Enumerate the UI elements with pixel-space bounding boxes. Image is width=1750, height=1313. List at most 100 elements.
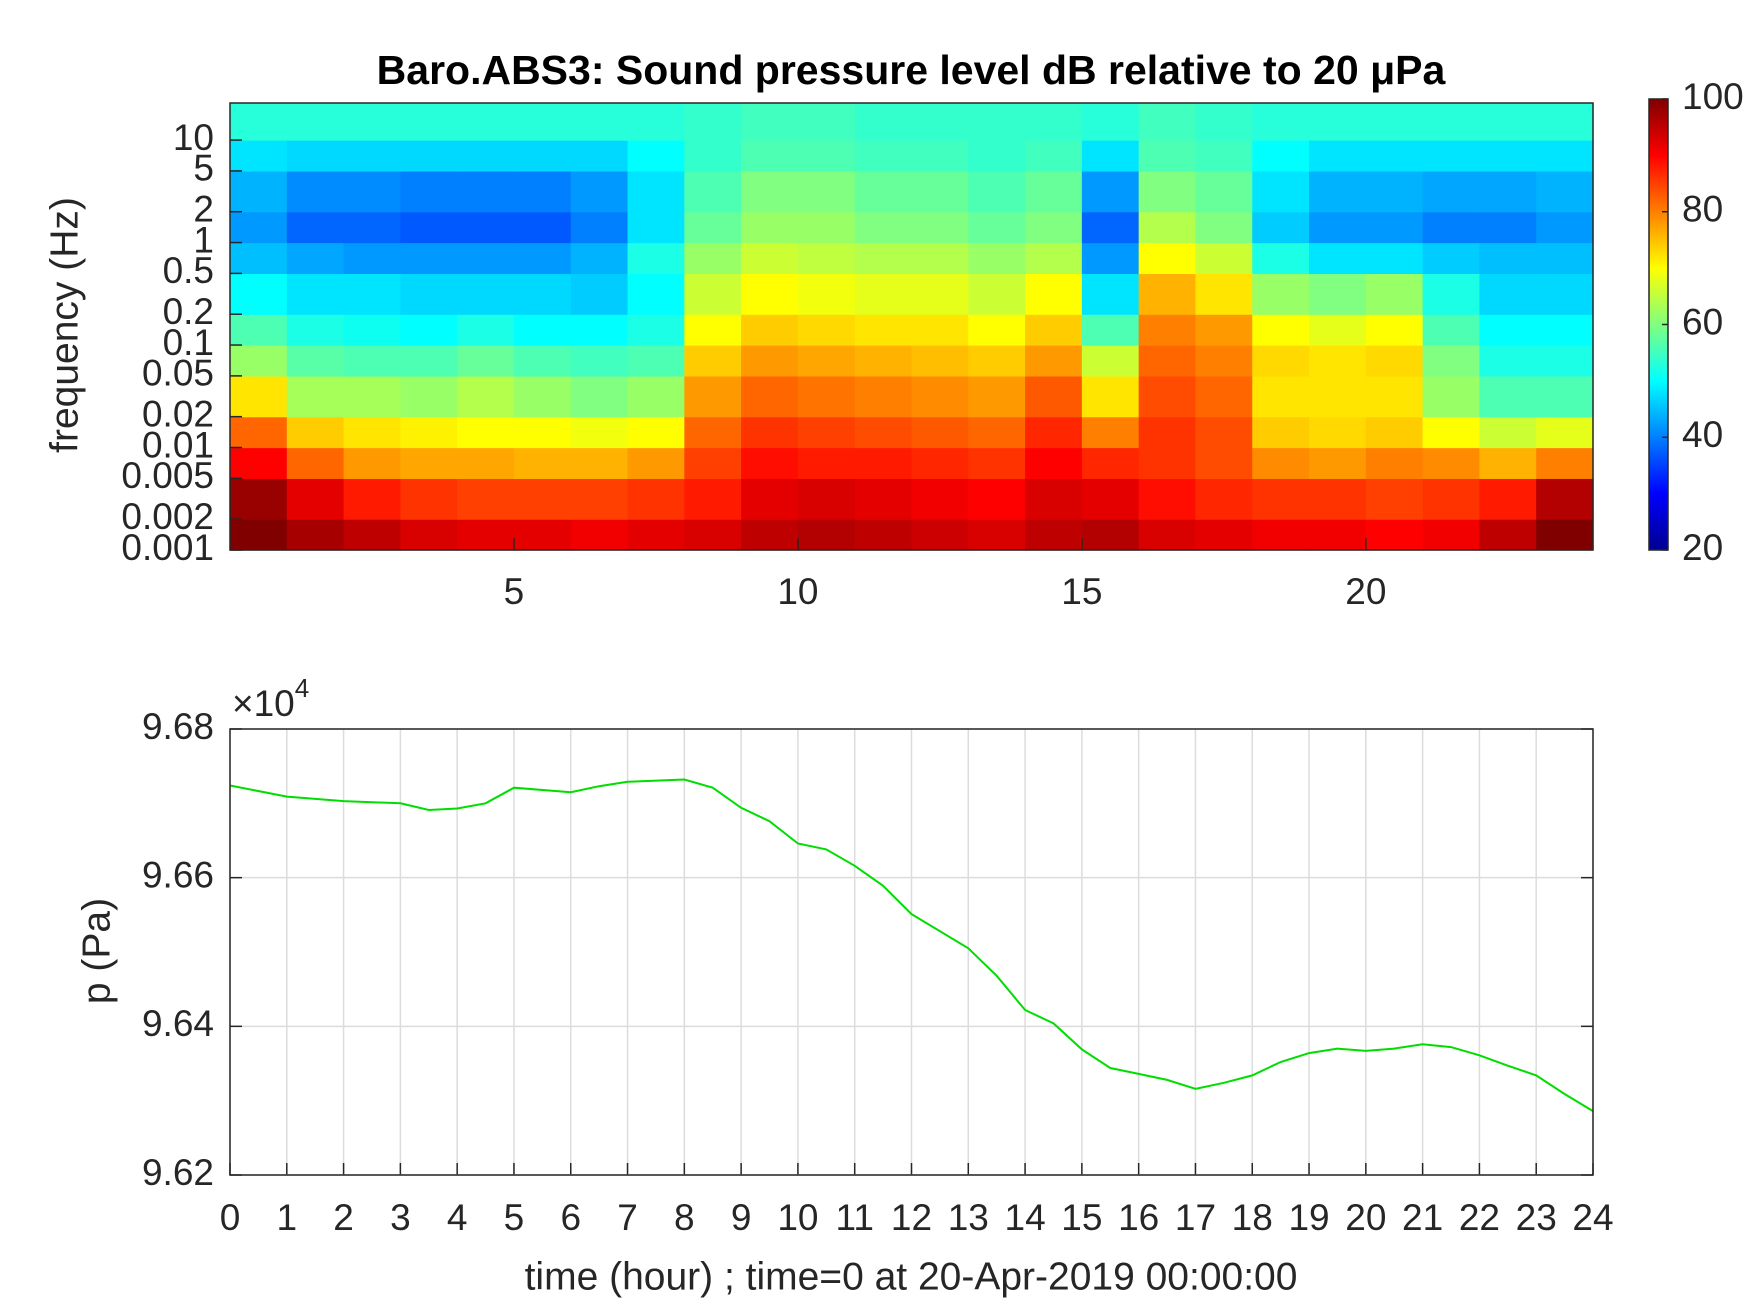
heat-cell xyxy=(1422,447,1481,479)
heat-cell xyxy=(1365,103,1424,141)
heat-cell xyxy=(1479,519,1537,551)
heat-cell xyxy=(1479,375,1537,418)
heat-cell xyxy=(1422,103,1481,141)
x-tick-label: 20 xyxy=(1345,1197,1386,1238)
heat-cell xyxy=(513,375,572,418)
x-tick-label: 5 xyxy=(504,571,525,612)
heat-cell xyxy=(911,345,969,377)
heat-cell xyxy=(570,519,629,551)
heat-cell xyxy=(513,447,572,479)
heat-cell xyxy=(1479,345,1537,377)
heat-cell xyxy=(911,140,969,172)
heat-cell xyxy=(1252,416,1310,449)
x-tick-label: 24 xyxy=(1572,1197,1613,1238)
heat-cell xyxy=(797,140,856,172)
heat-cell xyxy=(911,273,969,315)
heat-cell xyxy=(343,478,401,520)
heat-cell xyxy=(1365,447,1424,479)
heat-cell xyxy=(1081,273,1140,315)
heat-cell xyxy=(1365,478,1424,520)
heat-cell xyxy=(1195,103,1253,141)
heat-cell xyxy=(343,447,401,479)
heat-cell xyxy=(457,375,515,418)
heat-cell xyxy=(741,211,799,244)
heat-cell xyxy=(741,314,799,346)
heat-cell xyxy=(684,242,742,275)
heat-cell xyxy=(1025,242,1083,275)
x-tick-label: 9 xyxy=(731,1197,752,1238)
heat-cell xyxy=(1195,416,1253,449)
heat-cell xyxy=(1365,273,1424,315)
x-tick-label: 3 xyxy=(390,1197,411,1238)
colorbar-tick-label: 80 xyxy=(1682,189,1723,230)
heat-cell xyxy=(1138,416,1197,449)
heat-cell xyxy=(400,140,458,172)
heat-cell xyxy=(286,416,345,449)
heat-cell xyxy=(627,447,685,479)
y-tick-label: 0.005 xyxy=(121,455,214,496)
heat-cell xyxy=(1138,447,1197,479)
heat-cell xyxy=(230,211,288,244)
heat-cell xyxy=(684,375,742,418)
heat-cell xyxy=(627,273,685,315)
heat-cell xyxy=(854,314,913,346)
heat-cell xyxy=(684,416,742,449)
heat-cell xyxy=(343,375,401,418)
heat-cell xyxy=(1195,140,1253,172)
heat-cell xyxy=(1081,242,1140,275)
heat-cell xyxy=(1536,140,1594,172)
heat-cell xyxy=(797,242,856,275)
heat-cell xyxy=(286,273,345,315)
x-tick-label: 20 xyxy=(1345,571,1386,612)
heat-cell xyxy=(627,140,685,172)
heat-cell xyxy=(286,103,345,141)
heat-cell xyxy=(1309,170,1367,213)
heat-cell xyxy=(741,170,799,213)
heat-cell xyxy=(343,211,401,244)
heat-cell xyxy=(797,519,856,551)
heat-cell xyxy=(1081,211,1140,244)
heat-cell xyxy=(1081,416,1140,449)
heat-cell xyxy=(457,478,515,520)
heat-cell xyxy=(570,103,629,141)
heat-cell xyxy=(400,375,458,418)
heat-cell xyxy=(457,416,515,449)
heat-cell xyxy=(513,140,572,172)
heat-cell xyxy=(570,242,629,275)
heat-cell xyxy=(1195,447,1253,479)
heat-cell xyxy=(1252,478,1310,520)
heat-cell xyxy=(1025,314,1083,346)
heat-cell xyxy=(968,519,1026,551)
x-tick-label: 7 xyxy=(617,1197,638,1238)
x-tick-label: 14 xyxy=(1005,1197,1046,1238)
heat-cell xyxy=(1422,170,1481,213)
heat-cell xyxy=(797,314,856,346)
heat-cell xyxy=(1309,416,1367,449)
heat-cell xyxy=(1025,170,1083,213)
heat-cell xyxy=(1365,375,1424,418)
y-tick-label: 0.5 xyxy=(163,250,214,291)
heat-cell xyxy=(1195,345,1253,377)
heat-cell xyxy=(1365,345,1424,377)
heat-cell xyxy=(343,345,401,377)
heat-cell xyxy=(1422,242,1481,275)
heat-cell xyxy=(1309,242,1367,275)
heat-cell xyxy=(1081,519,1140,551)
y-tick-label: 0.05 xyxy=(142,353,214,394)
heat-cell xyxy=(400,345,458,377)
heat-cell xyxy=(400,103,458,141)
heat-cell xyxy=(627,478,685,520)
heat-cell xyxy=(968,103,1026,141)
heat-cell xyxy=(1252,375,1310,418)
heat-cell xyxy=(1025,447,1083,479)
heat-cell xyxy=(627,345,685,377)
heat-cell xyxy=(1479,314,1537,346)
heat-cell xyxy=(1195,314,1253,346)
heat-cell xyxy=(1309,519,1367,551)
heat-cell xyxy=(230,519,288,551)
heat-cell xyxy=(854,375,913,418)
x-tick-label: 5 xyxy=(504,1197,525,1238)
heat-cell xyxy=(343,273,401,315)
heat-cell xyxy=(627,375,685,418)
